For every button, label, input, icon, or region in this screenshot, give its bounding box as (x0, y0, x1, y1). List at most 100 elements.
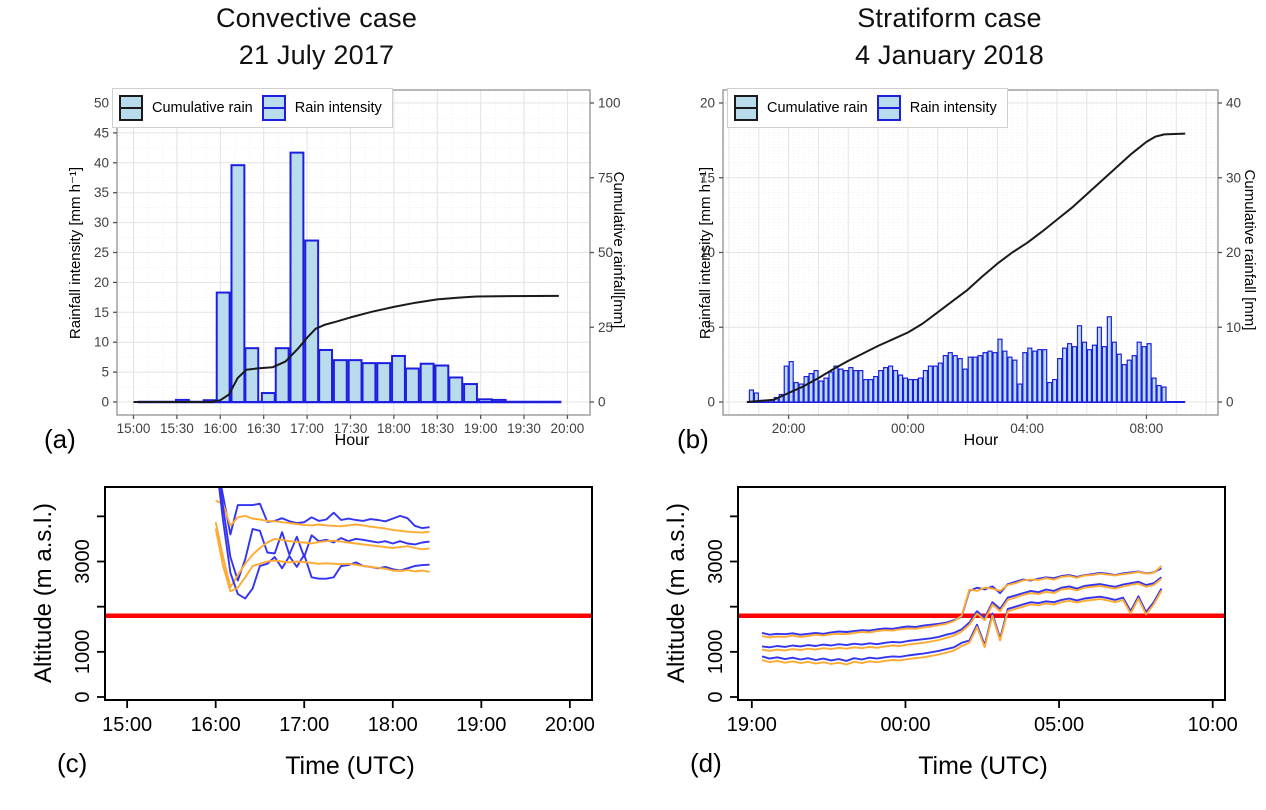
y-right-tick-label: 10 (1226, 320, 1241, 335)
rain-intensity-bar (1052, 378, 1058, 403)
rain-intensity-bar (1027, 347, 1033, 403)
rain-intensity-bar (274, 347, 290, 403)
rain-intensity-bar (793, 381, 799, 403)
rain-intensity-bar (1111, 341, 1117, 403)
y-left-tick-label: 15 (94, 305, 109, 320)
altitude-series-orange-upper (215, 499, 430, 534)
rain-intensity-bar (1156, 384, 1162, 403)
rain-intensity-bar (260, 392, 276, 403)
altitude-series-blue-lower (218, 487, 430, 600)
rain-intensity-bar (947, 352, 953, 403)
rain-intensity-bar (967, 356, 973, 403)
rain-intensity-bar (927, 365, 933, 403)
panel-a-title-line2: 21 July 2017 (238, 40, 395, 70)
x-tick-label: 08:00 (1130, 421, 1164, 436)
rain-intensity-legend-swatch (261, 95, 286, 121)
altitude-chart-d: 19:00 00:00 05:00 10:00 0 1000 3000 (705, 486, 1238, 736)
panel-d-label: (d) (690, 748, 722, 778)
rain-intensity-bar (972, 356, 978, 403)
y-left-tick-label: 10 (94, 335, 109, 350)
rain-intensity-bar (868, 378, 874, 403)
rain-intensity-bar (1086, 349, 1093, 403)
rain-intensity-bar (1032, 350, 1038, 403)
cumulative-rain-legend-label: Cumulative rain (152, 100, 253, 116)
rain-intensity-bar (1081, 341, 1088, 403)
y-right-tick-label: 40 (1226, 96, 1241, 111)
panel-a-left-axis-title: Rainfall intensity [mm h⁻¹] (67, 166, 84, 340)
rain-intensity-legend-swatch (876, 95, 901, 121)
rain-intensity-bar (1047, 381, 1053, 403)
rain-intensity-bar (391, 354, 406, 404)
altitude-series-blue-upper (220, 487, 430, 536)
rain-intensity-bar (404, 367, 420, 403)
rain-intensity-bar (1017, 383, 1023, 403)
rain-intensity-bar (838, 368, 844, 403)
panel-c-x-axis-title: Time (UTC) (285, 752, 415, 780)
rain-intensity-bar (434, 364, 450, 404)
y-tick-label: 3000 (72, 539, 94, 584)
altitude-series-orange-middle (214, 522, 430, 589)
rain-intensity-bar (491, 398, 507, 404)
rain-intensity-bar (892, 370, 899, 403)
y-left-tick-label: 10 (700, 245, 715, 260)
y-right-tick-label: 20 (1226, 245, 1241, 260)
x-tick-label: 04:00 (1010, 421, 1044, 436)
rain-intensity-bar (858, 370, 864, 403)
x-tick-label: 18:00 (377, 421, 411, 436)
rain-intensity-bar (1161, 386, 1167, 403)
rain-intensity-bar (419, 362, 435, 403)
panel-b-left-axis-title: Rainfall intensity [mm h⁻¹] (697, 166, 714, 340)
rain-intensity-bar (477, 398, 493, 403)
rain-intensity-bar (828, 371, 834, 403)
x-tick-label: 15:30 (160, 421, 194, 436)
x-tick-label: 15:00 (102, 714, 152, 736)
cumulative-rain-legend-swatch (734, 95, 758, 121)
legend-a: Cumulative rain Rain intensity (112, 88, 393, 128)
y-left-tick-label: 25 (94, 245, 109, 260)
rain-intensity-bar (347, 359, 363, 404)
rain-intensity-bar (1116, 353, 1122, 403)
rain-intensity-bar (1002, 350, 1008, 403)
y-tick-label: 1000 (705, 630, 727, 675)
rain-intensity-bar (1096, 326, 1102, 403)
rain-intensity-bar (962, 368, 968, 403)
altitude-series-orange-lower (214, 528, 430, 593)
plot-border (737, 486, 1226, 701)
rain-intensity-bar (748, 389, 755, 403)
rain-intensity-bar (1121, 364, 1127, 403)
rain-intensity-bar (798, 383, 804, 403)
rain-intensity-bar (1062, 347, 1068, 403)
cumulative-rain-line (746, 132, 1186, 403)
rain-intensity-bar (244, 347, 260, 403)
rain-intensity-bar (1076, 325, 1083, 403)
rain-intensity-bar (361, 362, 377, 404)
altitude-series-blue-upper (761, 567, 1162, 636)
y-left-tick-label: 30 (94, 215, 109, 230)
y-right-tick-label: 0 (598, 395, 606, 410)
y-tick-label: 0 (72, 691, 94, 702)
y-right-tick-label: 50 (598, 245, 613, 260)
rain-intensity-bar (1022, 352, 1028, 403)
rain-intensity-bar (848, 367, 854, 403)
altitude-series-blue-middle (219, 487, 430, 582)
x-tick-label: 19:00 (727, 714, 777, 736)
panel-c-label: (c) (57, 748, 88, 778)
y-tick-label: 0 (705, 691, 727, 702)
x-tick-label: 16:00 (191, 714, 241, 736)
legend-b: Cumulative rain Rain intensity (727, 88, 1008, 128)
rain-intensity-bar (1007, 356, 1013, 403)
x-tick-label: 17:00 (279, 714, 329, 736)
rain-intensity-bar (1057, 358, 1063, 403)
panel-a-title: Convective case 21 July 2017 (0, 0, 633, 74)
y-left-tick-label: 5 (707, 320, 715, 335)
panel-b-right-axis-title: Cumulative rainfall [mm] (1241, 169, 1258, 331)
y-left-tick-label: 45 (94, 125, 109, 140)
y-right-tick-label: 75 (598, 170, 613, 185)
y-left-tick-label: 0 (707, 395, 715, 410)
swatch-line (121, 107, 141, 109)
x-tick-label: 15:00 (117, 421, 151, 436)
rain-intensity-bar (1126, 359, 1132, 403)
y-right-tick-label: 30 (1226, 170, 1241, 185)
x-tick-label: 18:00 (368, 714, 418, 736)
x-tick-label: 18:30 (420, 421, 454, 436)
